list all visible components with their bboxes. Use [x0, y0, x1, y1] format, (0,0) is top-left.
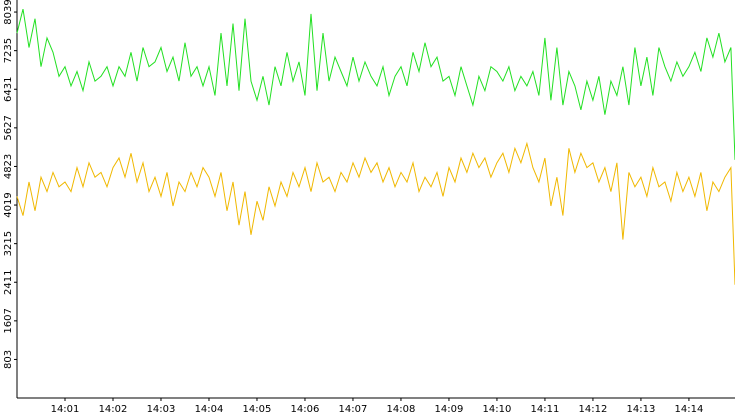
- x-tick-label: 14:05: [243, 404, 272, 415]
- series-line: [16, 8, 735, 160]
- x-tick-label: 14:13: [627, 404, 656, 415]
- x-tick-label: 14:12: [579, 404, 608, 415]
- y-tick-label: 7235: [3, 38, 14, 63]
- y-tick-label: 3215: [3, 231, 14, 256]
- x-tick-label: 14:08: [387, 404, 416, 415]
- y-tick-label: 803: [3, 350, 14, 369]
- x-tick-label: 14:02: [99, 404, 128, 415]
- y-tick-label: 2411: [3, 270, 14, 295]
- x-tick-label: 14:14: [675, 404, 704, 415]
- y-tick-label: 4019: [3, 192, 14, 217]
- x-tick-label: 14:06: [291, 404, 320, 415]
- x-tick-label: 14:11: [531, 404, 560, 415]
- x-tick-label: 14:10: [483, 404, 512, 415]
- x-tick-label: 14:07: [339, 404, 368, 415]
- y-tick-label: 6431: [3, 77, 14, 102]
- x-tick-label: 14:01: [51, 404, 80, 415]
- y-tick-label: 5627: [3, 115, 14, 140]
- x-tick-label: 14:04: [195, 404, 224, 415]
- series-line: [16, 141, 735, 285]
- x-tick-label: 14:09: [435, 404, 464, 415]
- y-tick-label: 1607: [3, 308, 14, 333]
- y-tick-label: 8039: [3, 0, 14, 25]
- x-tick-label: 14:03: [147, 404, 176, 415]
- y-tick-label: 4823: [3, 154, 14, 179]
